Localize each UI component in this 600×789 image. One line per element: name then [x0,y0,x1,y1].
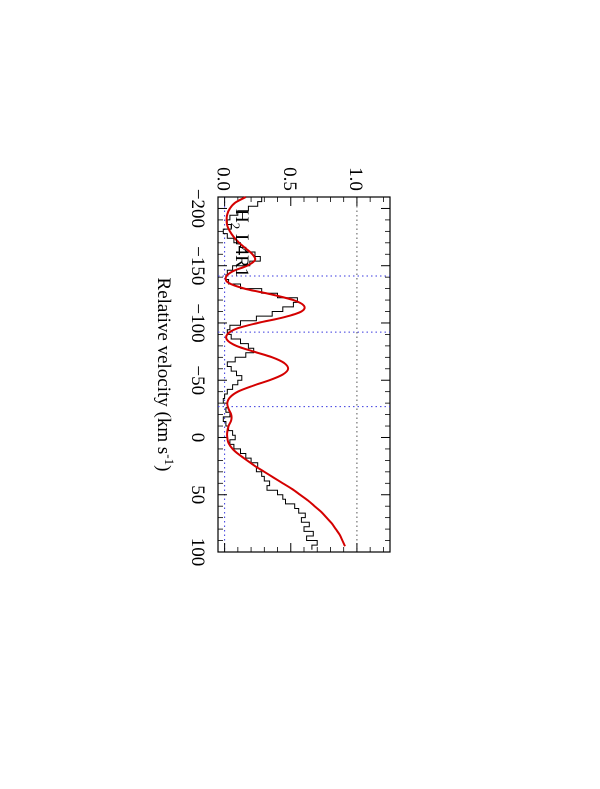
x-tick-label: −50 [187,365,208,395]
x-tick-label: 50 [187,485,208,504]
data-spectrum-series [222,197,318,550]
x-tick-label: −200 [187,189,208,228]
x-tick-label: 100 [187,538,208,567]
line-annotation: H2 L4R1 [228,209,252,277]
y-tick-label: 0.5 [279,167,300,191]
x-tick-label: −150 [187,246,208,285]
x-axis-label: Relative velocity (km s-1) [153,278,177,472]
model-fit-series [224,196,346,547]
x-tick-label: −100 [187,303,208,342]
chart-root: −200 −150 −100 −50 0 50 100 0.0 0.5 1.0 H2 L4R1 Rel… [153,167,391,567]
y-tick-label: 0.0 [213,167,234,191]
x-tick-label: 0 [187,433,208,443]
y-tick-label: 1.0 [345,167,366,191]
